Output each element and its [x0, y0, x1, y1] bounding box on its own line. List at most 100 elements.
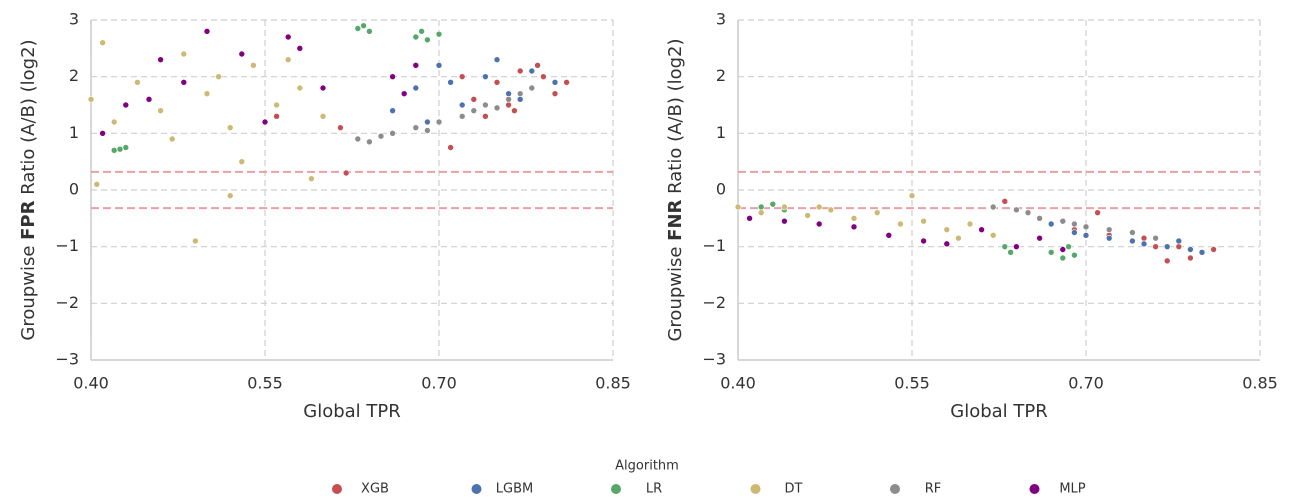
point — [458, 101, 466, 109]
point — [412, 124, 420, 131]
point — [203, 28, 211, 35]
point — [943, 240, 951, 248]
point — [769, 200, 777, 208]
point — [482, 73, 489, 80]
point — [1105, 234, 1113, 242]
point — [418, 28, 425, 35]
point — [1071, 229, 1078, 236]
point — [273, 113, 280, 120]
y-tick-label: 1 — [69, 123, 79, 142]
point — [734, 203, 742, 211]
y-tick-label: 0 — [716, 180, 726, 199]
point — [1094, 209, 1101, 216]
point — [458, 73, 466, 80]
point — [757, 203, 765, 211]
point — [1024, 209, 1032, 216]
point — [110, 118, 118, 126]
point — [296, 45, 304, 52]
point — [389, 73, 396, 80]
y-tick-label: 3 — [716, 10, 726, 29]
point — [505, 90, 512, 97]
point — [319, 84, 327, 92]
point — [505, 101, 512, 109]
point — [1047, 249, 1055, 256]
point — [943, 226, 951, 233]
point — [319, 113, 327, 120]
point — [511, 107, 518, 114]
point — [366, 138, 373, 146]
point — [1082, 232, 1090, 239]
x-tick-label: 0.55 — [247, 374, 283, 393]
point — [389, 107, 396, 114]
point — [250, 62, 257, 69]
point — [1152, 243, 1159, 250]
x-tick-label: 0.85 — [1242, 374, 1278, 393]
point — [377, 132, 385, 140]
y-axis-label-part: FPR — [18, 200, 39, 239]
point — [493, 56, 501, 63]
y-axis-label-part: Groupwise — [18, 240, 39, 341]
point — [781, 203, 788, 211]
point — [110, 147, 118, 154]
point — [180, 79, 188, 86]
point — [284, 33, 292, 41]
point — [435, 62, 443, 69]
series — [757, 200, 1078, 262]
series — [273, 62, 570, 177]
point — [203, 90, 211, 97]
point — [337, 124, 344, 131]
legend-label: LGBM — [496, 482, 533, 497]
point — [850, 223, 858, 231]
point — [850, 215, 858, 222]
point — [1140, 234, 1148, 242]
point — [458, 113, 466, 120]
point — [1175, 243, 1183, 250]
point — [827, 206, 835, 214]
point — [412, 84, 420, 92]
point — [145, 96, 153, 103]
point — [1105, 226, 1113, 233]
point — [815, 203, 823, 211]
point — [122, 101, 130, 109]
point — [273, 101, 280, 109]
point — [215, 73, 222, 80]
point — [1036, 234, 1043, 242]
point — [168, 135, 176, 143]
point — [493, 104, 501, 112]
point — [1198, 249, 1206, 256]
y-tick-label: −3 — [55, 350, 79, 369]
legend-label: MLP — [1059, 482, 1085, 497]
point — [360, 22, 367, 29]
y-tick-label: −1 — [702, 236, 726, 255]
point — [1007, 249, 1014, 256]
y-tick-label: 2 — [69, 66, 79, 85]
y-tick-label: 0 — [69, 180, 79, 199]
point — [757, 209, 765, 216]
point — [87, 96, 95, 103]
series — [389, 56, 559, 126]
point — [482, 101, 489, 109]
point — [516, 96, 524, 103]
point — [99, 39, 106, 46]
point — [885, 232, 893, 239]
point — [1001, 243, 1009, 250]
x-axis-label: Global TPR — [950, 401, 1048, 422]
point — [746, 215, 753, 222]
series — [989, 203, 1159, 242]
point — [366, 28, 373, 35]
series — [87, 39, 327, 245]
legend-label: DT — [785, 482, 803, 497]
point — [1013, 243, 1020, 250]
point — [1082, 223, 1090, 231]
point — [354, 135, 362, 143]
point — [447, 144, 454, 151]
y-tick-label: 3 — [69, 10, 79, 29]
y-axis-label: Groupwise FPR Ratio (A/B) (log2) — [18, 39, 39, 340]
point — [435, 30, 443, 38]
y-axis-label-part: FNR — [665, 199, 686, 240]
series — [354, 84, 536, 146]
point — [1210, 246, 1217, 253]
series — [110, 22, 443, 154]
point — [296, 84, 304, 92]
